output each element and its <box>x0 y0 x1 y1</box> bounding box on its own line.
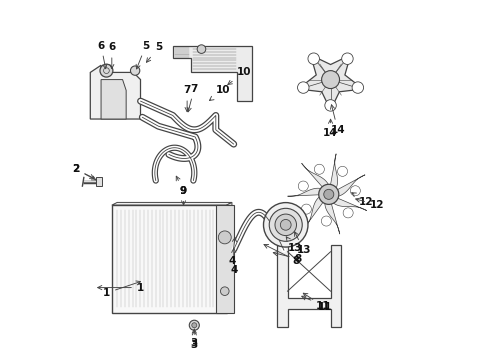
Circle shape <box>297 82 308 93</box>
Polygon shape <box>276 244 341 327</box>
Circle shape <box>307 53 319 64</box>
Circle shape <box>269 208 302 241</box>
Text: 12: 12 <box>351 193 373 207</box>
Circle shape <box>341 53 352 64</box>
Text: 8: 8 <box>264 244 300 266</box>
Bar <box>96 177 102 186</box>
Circle shape <box>220 287 228 296</box>
Circle shape <box>197 45 205 53</box>
Polygon shape <box>112 202 231 205</box>
Text: 2: 2 <box>72 164 94 178</box>
Text: 8: 8 <box>273 252 301 264</box>
Circle shape <box>274 214 296 235</box>
Polygon shape <box>328 175 365 196</box>
Text: 9: 9 <box>176 176 187 196</box>
Text: 5: 5 <box>146 42 162 62</box>
Bar <box>112 205 226 313</box>
Circle shape <box>351 82 363 93</box>
Circle shape <box>280 220 290 230</box>
Circle shape <box>263 203 307 247</box>
Polygon shape <box>328 154 337 194</box>
Text: 3: 3 <box>190 331 198 350</box>
Circle shape <box>191 323 196 328</box>
Text: 1: 1 <box>102 281 140 298</box>
Text: 6: 6 <box>97 41 107 69</box>
Polygon shape <box>298 55 362 110</box>
Text: 4: 4 <box>228 238 236 266</box>
Polygon shape <box>301 163 328 194</box>
Text: 10: 10 <box>227 67 251 85</box>
Text: 10: 10 <box>209 85 230 100</box>
Text: 5: 5 <box>136 41 149 69</box>
Bar <box>215 205 233 313</box>
Polygon shape <box>304 194 328 228</box>
Text: 14: 14 <box>323 119 337 138</box>
Polygon shape <box>287 188 328 196</box>
Polygon shape <box>172 45 251 101</box>
Circle shape <box>318 184 338 204</box>
Circle shape <box>321 71 339 89</box>
Circle shape <box>130 66 140 75</box>
Polygon shape <box>324 194 339 234</box>
Text: 11: 11 <box>301 296 330 311</box>
Circle shape <box>189 320 199 330</box>
Text: 13: 13 <box>285 237 301 253</box>
Circle shape <box>218 231 231 244</box>
Polygon shape <box>90 65 140 119</box>
Text: 9: 9 <box>180 186 187 205</box>
Text: 12: 12 <box>355 198 384 210</box>
Polygon shape <box>101 80 126 119</box>
Circle shape <box>324 100 336 111</box>
Text: 3: 3 <box>190 329 198 348</box>
Circle shape <box>323 189 333 199</box>
Text: 14: 14 <box>330 105 345 135</box>
Text: 6: 6 <box>108 42 115 69</box>
Text: 7: 7 <box>187 84 198 112</box>
Text: 11: 11 <box>303 293 332 312</box>
Polygon shape <box>328 194 366 211</box>
Text: 2: 2 <box>72 164 96 180</box>
Text: 13: 13 <box>294 232 310 255</box>
Text: 1: 1 <box>98 283 144 293</box>
Text: 7: 7 <box>183 85 190 112</box>
Circle shape <box>100 64 113 77</box>
Text: 4: 4 <box>229 248 237 275</box>
Polygon shape <box>226 202 231 313</box>
